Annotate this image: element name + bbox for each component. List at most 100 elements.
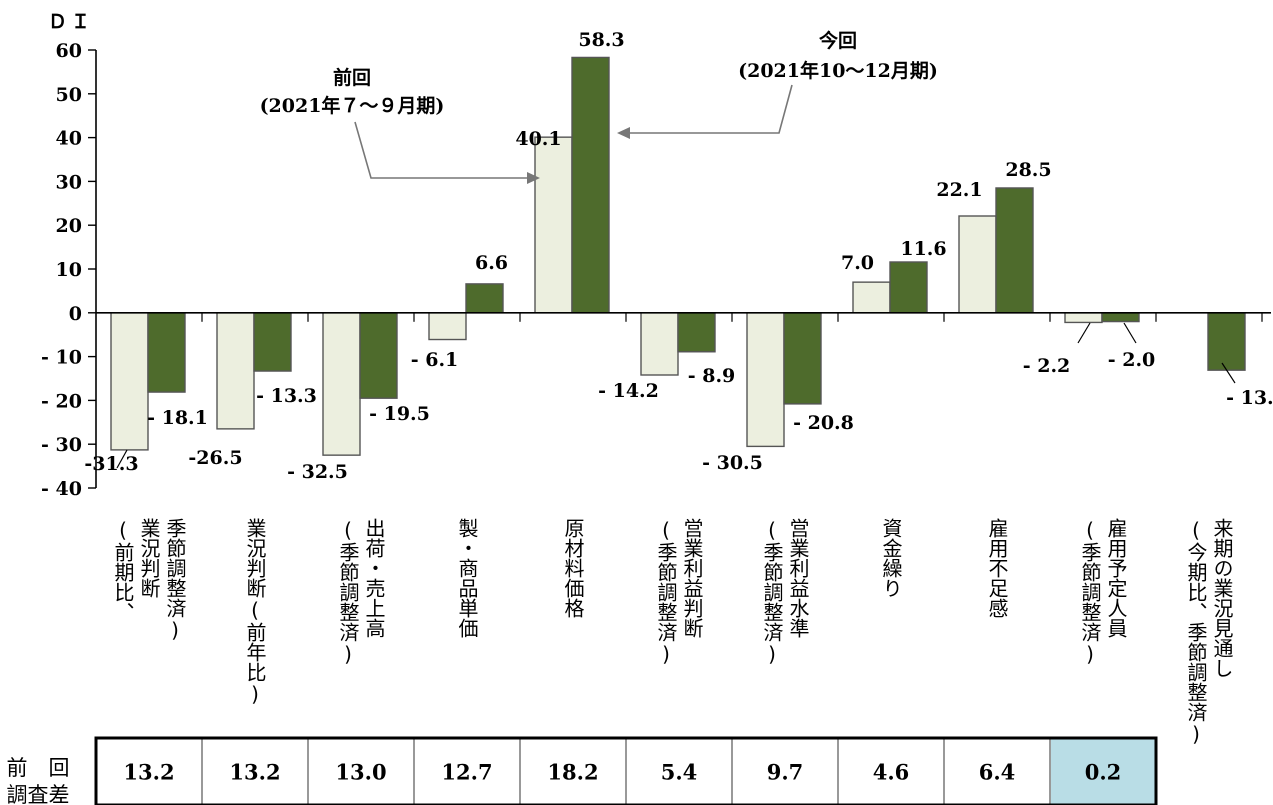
bar-prev (1064, 312, 1103, 324)
data-label-curr: - 13.3 (256, 385, 317, 407)
category-label: 雇用不足感 (985, 518, 1009, 618)
diff-cell-bg (308, 738, 414, 805)
diff-table-border (94, 736, 1158, 805)
data-label-curr: 28.5 (1005, 159, 1051, 181)
data-label-prev: - 32.5 (287, 461, 348, 483)
bar-prev (216, 312, 255, 430)
diff-cell-value: 13.2 (229, 760, 280, 785)
y-tick-label: 0 (69, 303, 82, 325)
diff-cell-value: 13.2 (123, 760, 174, 785)
diff-cell-bg (838, 738, 944, 805)
data-label-curr: 11.6 (900, 238, 946, 260)
data-label-prev: - 2.2 (1023, 355, 1071, 377)
data-label-prev: 40.1 (515, 128, 561, 150)
curr-callout-arrowhead (617, 127, 630, 139)
prev-callout-arrowhead (527, 172, 540, 184)
bar-prev (428, 312, 467, 341)
category-label: 資金繰り (879, 518, 903, 598)
bar-curr (465, 283, 504, 314)
data-label-prev: -31.3 (84, 453, 138, 475)
leader-line-cat10-prev (1077, 322, 1091, 344)
data-label-curr: 6.6 (475, 252, 508, 274)
diff-cell-value: 12.7 (441, 760, 492, 785)
category-label: (前期比、 (111, 518, 135, 622)
bar-prev (852, 281, 891, 314)
bar-curr (359, 312, 398, 399)
curr-callout-arrow (630, 84, 793, 134)
diff-cell-value: 4.6 (873, 760, 910, 785)
y-tick-label: 30 (56, 171, 82, 193)
y-tick-label: - 30 (41, 434, 82, 456)
category-label: (季節調整済) (760, 518, 784, 666)
data-label-curr: - 8.9 (688, 365, 736, 387)
data-label-curr: - 2.0 (1108, 349, 1156, 371)
diff-cell-value: 6.4 (979, 760, 1016, 785)
data-label-prev: 22.1 (936, 179, 982, 201)
category-label: 製・商品単価 (455, 518, 479, 638)
data-label-curr: - 20.8 (793, 412, 854, 434)
diff-row-label-line1: 前 回 (7, 756, 70, 780)
y-tick-label: 60 (56, 40, 82, 62)
prev-callout-period: (2021年７～９月期) (260, 94, 445, 117)
y-tick-label: - 20 (41, 390, 82, 412)
leader-line-cat10-curr (1123, 322, 1137, 344)
bar-curr (995, 187, 1034, 314)
diff-cell-value: 5.4 (661, 760, 698, 785)
category-label: (季節調整済) (336, 518, 360, 666)
diff-cell-bg (520, 738, 626, 805)
category-label: 雇用予定人員 (1104, 518, 1128, 638)
category-label: (今期比、季節調整済) (1184, 518, 1208, 746)
bar-curr (677, 312, 716, 353)
category-label: 季節調整済) (163, 518, 187, 642)
category-label: 来期の業況見通し (1210, 518, 1234, 678)
bar-prev (640, 312, 679, 376)
curr-callout-title: 今回 (818, 29, 857, 52)
bar-curr (889, 261, 928, 314)
leader-line-cat11 (1221, 362, 1236, 384)
leader-line-cat1 (116, 449, 128, 469)
data-label-curr: - 19.5 (369, 403, 430, 425)
data-label-prev: -26.5 (188, 447, 242, 469)
category-label: 営業利益判断 (680, 518, 704, 638)
category-label: (季節調整済) (654, 518, 678, 666)
category-label: 営業利益水準 (786, 518, 810, 638)
curr-callout-period: (2021年10～12月期) (738, 59, 938, 82)
category-label: 出荷・売上高 (362, 518, 386, 638)
bar-curr (1101, 312, 1140, 323)
prev-callout-title: 前回 (333, 66, 371, 89)
diff-cell-bg (626, 738, 732, 805)
data-label-curr: - 18.1 (147, 407, 208, 429)
category-label: 業況判断(前年比) (243, 518, 267, 706)
category-label: 業況判断 (137, 518, 161, 598)
bar-prev (110, 312, 149, 451)
y-tick-label: - 40 (41, 478, 82, 500)
data-label-curr: 58.3 (578, 29, 624, 51)
diff-row: 前 回 調査差 13.2 13.2 13.0 12.7 18.2 5.4 9.7 4.6 6.4… (7, 736, 1158, 805)
y-tick-label: 10 (56, 259, 82, 281)
data-label-prev: 7.0 (841, 252, 874, 274)
y-tick-label: 40 (56, 128, 82, 150)
bar-curr (147, 312, 186, 393)
data-label-prev: - 6.1 (411, 349, 459, 371)
category-label: 原材料価格 (561, 518, 585, 618)
bar-prev (746, 312, 785, 448)
diff-cell-bg (414, 738, 520, 805)
bar-curr (783, 312, 822, 405)
bar-curr (571, 56, 610, 314)
diff-cell-bg (732, 738, 838, 805)
category-label: (季節調整済) (1078, 518, 1102, 666)
bar-prev (958, 215, 997, 314)
diff-cell-value: 0.2 (1085, 760, 1122, 785)
diff-row-label-line2: 調査差 (7, 783, 70, 805)
curr-callout: 今回 (2021年10～12月期) (617, 29, 938, 139)
y-tick-label: 50 (56, 84, 82, 106)
diff-cell-bg (944, 738, 1050, 805)
bar-prev (534, 136, 573, 314)
diff-cell-bg (96, 738, 202, 805)
y-tick-label: 20 (56, 215, 82, 237)
y-tick-label: - 10 (41, 347, 82, 369)
diff-cell-value: 9.7 (767, 760, 804, 785)
bar-curr (253, 312, 292, 372)
prev-callout: 前回 (2021年７～９月期) (260, 66, 540, 184)
